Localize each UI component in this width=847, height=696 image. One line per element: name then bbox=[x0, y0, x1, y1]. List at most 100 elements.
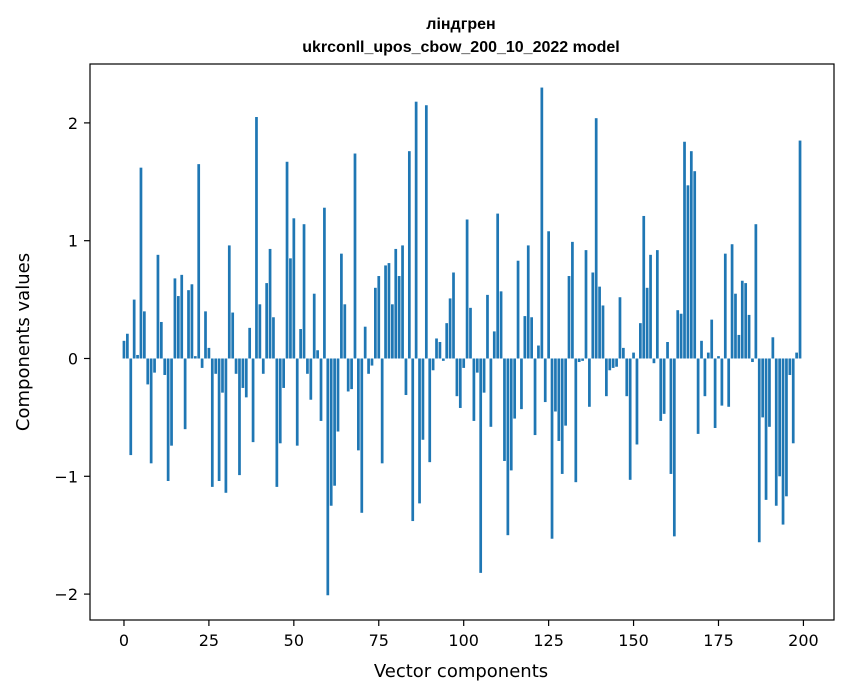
bar bbox=[516, 260, 520, 359]
bar bbox=[669, 358, 673, 474]
bar bbox=[438, 342, 442, 359]
bar bbox=[319, 358, 323, 421]
bar bbox=[200, 358, 204, 368]
x-axis-label: Vector components bbox=[374, 661, 548, 682]
x-tick-label: 0 bbox=[119, 631, 129, 650]
bar bbox=[370, 358, 374, 366]
bar bbox=[703, 358, 707, 397]
bar bbox=[343, 304, 347, 359]
bar bbox=[543, 358, 547, 403]
bar bbox=[159, 321, 163, 359]
bar bbox=[261, 358, 265, 374]
x-tick-label: 175 bbox=[703, 631, 734, 650]
bar bbox=[207, 347, 211, 359]
bar bbox=[326, 358, 330, 596]
bar bbox=[496, 213, 500, 359]
bar bbox=[469, 307, 472, 359]
bar bbox=[387, 263, 391, 359]
bar bbox=[360, 358, 364, 513]
bar bbox=[472, 358, 476, 421]
bar bbox=[785, 358, 788, 497]
bar bbox=[170, 358, 173, 446]
bar bbox=[710, 319, 714, 359]
bar bbox=[598, 286, 601, 359]
bar bbox=[363, 326, 367, 359]
bar bbox=[513, 358, 517, 419]
bar bbox=[659, 358, 663, 421]
bar bbox=[734, 293, 737, 359]
bar bbox=[255, 117, 258, 359]
bar bbox=[299, 329, 302, 359]
bar bbox=[418, 358, 421, 504]
bar bbox=[424, 105, 428, 359]
bar bbox=[554, 358, 557, 412]
bar bbox=[591, 272, 595, 359]
y-tick-label: −2 bbox=[54, 585, 78, 604]
bar bbox=[482, 358, 486, 393]
bar bbox=[238, 358, 241, 476]
bar bbox=[622, 347, 625, 359]
bar bbox=[234, 358, 238, 374]
bar bbox=[227, 245, 231, 359]
y-tick-label: −1 bbox=[54, 467, 78, 486]
bar bbox=[611, 358, 615, 368]
bar bbox=[662, 358, 666, 414]
bar bbox=[625, 358, 629, 397]
bar bbox=[244, 358, 248, 398]
bar bbox=[258, 304, 262, 359]
bar bbox=[547, 231, 550, 359]
bar bbox=[397, 276, 401, 359]
x-tick-label: 100 bbox=[448, 631, 479, 650]
bar bbox=[435, 338, 438, 359]
bar bbox=[577, 358, 581, 363]
bar bbox=[187, 290, 190, 359]
bar bbox=[285, 161, 289, 359]
bar bbox=[306, 358, 309, 374]
bar bbox=[312, 293, 316, 359]
bar bbox=[581, 358, 584, 361]
x-tick-label: 200 bbox=[788, 631, 819, 650]
bar bbox=[411, 358, 415, 522]
bar bbox=[210, 358, 214, 487]
bar bbox=[241, 358, 245, 388]
bar bbox=[696, 358, 700, 434]
bar bbox=[645, 287, 649, 359]
y-axis-label: Components values bbox=[13, 253, 34, 431]
bar bbox=[275, 358, 279, 487]
bar bbox=[720, 358, 724, 406]
bar bbox=[571, 241, 574, 359]
bar bbox=[445, 323, 449, 359]
bar bbox=[768, 358, 771, 427]
bar bbox=[774, 358, 778, 506]
y-axis-ticks: −2 −1 0 1 2 bbox=[54, 114, 90, 604]
bar bbox=[414, 101, 418, 359]
bar bbox=[197, 164, 201, 359]
bars-group bbox=[122, 87, 802, 596]
bar bbox=[407, 151, 411, 359]
bar bbox=[737, 334, 741, 359]
bar bbox=[635, 358, 639, 445]
bar bbox=[367, 358, 370, 374]
bar bbox=[289, 258, 292, 359]
bar bbox=[642, 215, 646, 359]
bar bbox=[557, 358, 561, 441]
x-tick-label: 150 bbox=[618, 631, 649, 650]
bar bbox=[594, 118, 598, 359]
bar bbox=[190, 284, 194, 359]
y-tick-label: 0 bbox=[68, 349, 78, 368]
bar bbox=[428, 358, 432, 463]
bar bbox=[143, 311, 146, 359]
bar bbox=[537, 345, 540, 359]
bar bbox=[265, 283, 269, 359]
bar bbox=[791, 358, 795, 444]
bar bbox=[278, 358, 282, 444]
bar bbox=[771, 337, 775, 359]
bar bbox=[176, 296, 180, 359]
bar bbox=[448, 298, 452, 359]
bar bbox=[421, 358, 425, 440]
bar bbox=[689, 151, 693, 359]
bar bbox=[706, 352, 710, 359]
bar bbox=[751, 358, 754, 363]
bar bbox=[180, 274, 184, 359]
